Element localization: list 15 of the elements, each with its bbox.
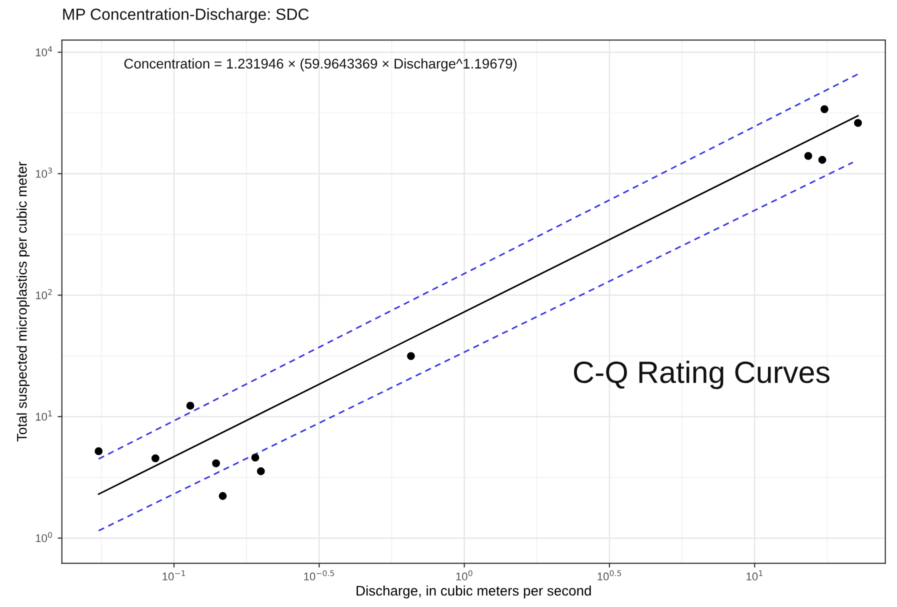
annotation: Concentration = 1.231946 × (59.9643369 × Discharge^1.19679) [124,58,517,72]
y-axis-title: Total suspected microplastics per cubic meter [16,162,30,442]
x-tick-label: 10$^{−0.5}$ [304,570,334,580]
annotation: C-Q Rating Curves [574,360,830,390]
x-tick-label: 10$^{1}$ [746,570,762,580]
y-tick-label: 10$^{3}$ [36,168,52,178]
x-tick-label: 10$^{0.5}$ [598,570,621,580]
y-tick-label: 10$^{2}$ [36,289,52,300]
x-tick-label: 10$^{−1}$ [162,570,186,580]
y-tick-label: 10$^{4}$ [36,46,52,56]
chart-title: MP Concentration-Discharge: SDC [63,8,309,24]
y-tick-label: 10$^{1}$ [36,410,52,421]
x-axis-title: Discharge, in cubic meters per second [356,585,591,598]
x-tick-label: 10$^{0}$ [456,570,472,580]
y-tick-label: 10$^{0}$ [36,532,52,542]
